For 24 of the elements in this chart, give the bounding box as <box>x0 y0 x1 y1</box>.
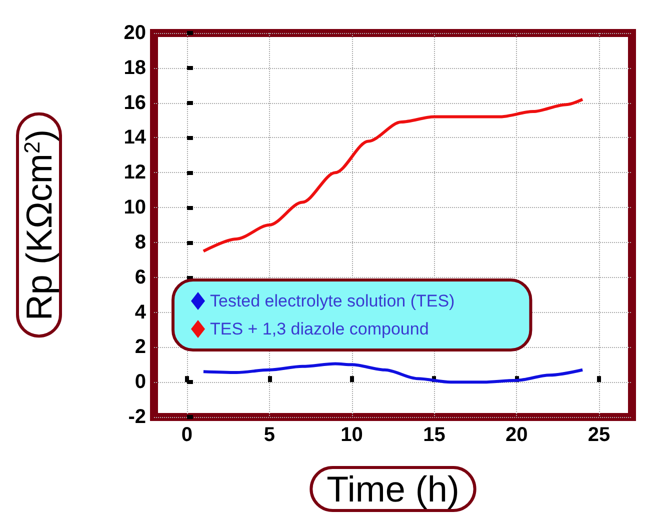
x-tick-label: 25 <box>588 424 610 446</box>
y-tick-label: 12 <box>124 162 146 184</box>
x-tick-label: 0 <box>181 424 193 446</box>
y-tick-label: 4 <box>134 301 147 324</box>
line-series <box>202 362 584 384</box>
x-tick-label: 10 <box>340 424 363 446</box>
legend-label: TES + 1,3 diazole compound <box>210 320 429 338</box>
x-tick-label: 20 <box>505 424 528 446</box>
y-tick-label: 10 <box>124 196 146 219</box>
y-tick-label: 2 <box>134 336 146 358</box>
y-tick-label: 6 <box>134 266 146 288</box>
y-tick-label: 14 <box>124 126 147 149</box>
x-tick-label: 5 <box>264 424 275 446</box>
y-tick-label: 8 <box>134 231 146 254</box>
line-series <box>202 98 584 253</box>
x-axis-title: Time (h) <box>326 468 460 510</box>
y-axis-title: Rp (KΩcm2) <box>18 129 60 321</box>
x-tick-label: 15 <box>423 424 446 446</box>
y-tick-label: -2 <box>128 406 146 428</box>
y-tick-label: 16 <box>124 92 146 114</box>
y-tick-label: 20 <box>124 22 146 44</box>
y-tick-label: 0 <box>134 371 146 394</box>
legend-label: Tested electrolyte solution (TES) <box>210 292 455 310</box>
y-tick-label: 18 <box>124 56 146 79</box>
